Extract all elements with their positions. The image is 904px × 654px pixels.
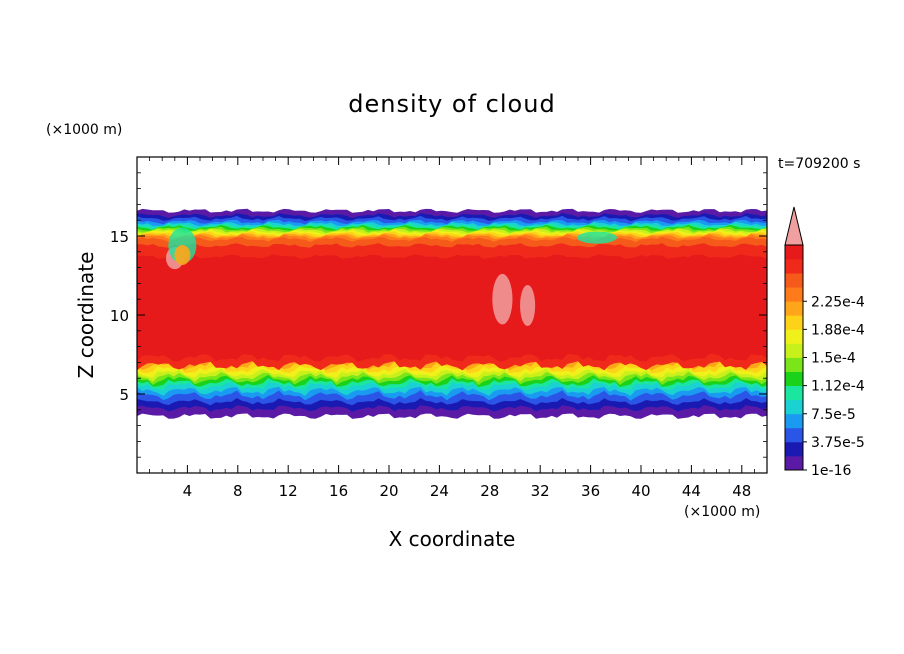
plot-area xyxy=(137,208,767,419)
colorbar-label: 1.5e-4 xyxy=(811,351,856,367)
x-tick-label: 36 xyxy=(581,482,600,500)
colorbar-segment xyxy=(785,287,803,302)
colorbar-segment xyxy=(785,385,803,401)
colorbar-segment xyxy=(785,413,803,429)
colorbar-segment xyxy=(785,371,803,387)
colorbar-segment xyxy=(785,357,803,372)
y-tick-label: 10 xyxy=(110,307,129,325)
x-tick-label: 12 xyxy=(279,482,298,500)
y-axis-label: Z coordinate xyxy=(74,252,98,379)
y-tick-label: 15 xyxy=(110,228,129,246)
x-tick-label: 4 xyxy=(183,482,193,500)
density-eddy xyxy=(576,231,617,244)
colorbar-label: 3.75e-5 xyxy=(811,435,865,451)
x-tick-label: 16 xyxy=(329,482,348,500)
colorbar-label: 1.12e-4 xyxy=(811,379,865,395)
colorbar-segment xyxy=(785,259,803,274)
colorbar-segment xyxy=(785,441,803,457)
colorbar-segment xyxy=(785,329,803,344)
x-tick-label: 32 xyxy=(531,482,550,500)
colorbar: 1e-16 3.75e-5 7.5e-5 1.12e-4 1.5e-4 1.88e-4 2.… xyxy=(784,206,865,479)
y-axis: 5 10 15 xyxy=(110,172,767,458)
x-tick-label: 48 xyxy=(732,482,751,500)
density-max-region xyxy=(492,273,513,325)
colorbar-label: 1e-16 xyxy=(811,463,851,479)
x-axis-label: X coordinate xyxy=(389,527,516,551)
colorbar-segment xyxy=(785,301,803,316)
colorbar-segment xyxy=(785,315,803,330)
colorbar-label: 1.88e-4 xyxy=(811,322,865,338)
density-band xyxy=(137,254,767,362)
colorbar-segment xyxy=(785,427,803,443)
time-label: t=709200 s xyxy=(778,156,860,172)
chart-title: density of cloud xyxy=(348,90,555,118)
x-axis: 4 8 12 16 20 24 28 32 36 40 44 48 xyxy=(149,157,755,500)
colorbar-segment xyxy=(785,343,803,358)
x-tick-label: 28 xyxy=(480,482,499,500)
y-tick-label: 5 xyxy=(119,386,129,404)
cloud-density-field xyxy=(137,208,767,419)
colorbar-segment xyxy=(785,245,803,260)
x-unit-label: (×1000 m) xyxy=(684,504,760,520)
colorbar-label: 7.5e-5 xyxy=(811,407,856,423)
colorbar-segment xyxy=(785,399,803,415)
colorbar-overflow-triangle xyxy=(784,206,804,246)
x-tick-label: 8 xyxy=(233,482,243,500)
density-eddy xyxy=(174,244,191,265)
colorbar-segment xyxy=(785,455,803,471)
colorbar-segment xyxy=(785,273,803,288)
x-tick-label: 20 xyxy=(379,482,398,500)
colorbar-label: 2.25e-4 xyxy=(811,294,865,310)
density-max-region xyxy=(520,284,536,327)
x-tick-label: 24 xyxy=(430,482,449,500)
y-unit-label: (×1000 m) xyxy=(46,122,122,138)
x-tick-label: 40 xyxy=(631,482,650,500)
x-tick-label: 44 xyxy=(682,482,701,500)
